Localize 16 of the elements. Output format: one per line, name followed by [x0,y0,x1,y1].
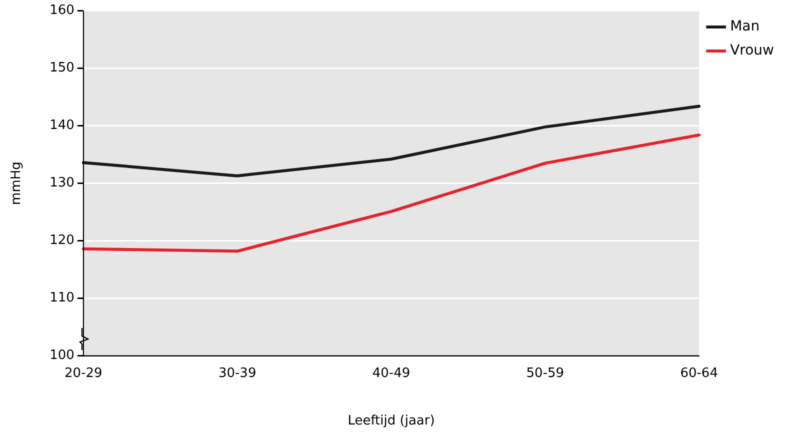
y-tick-label: 150 [50,60,74,76]
x-tick-label: 30-39 [218,366,256,381]
x-axis-title: Leeftijd (jaar) [348,414,435,429]
y-tick-label: 110 [50,290,74,306]
y-tick-label: 100 [50,348,74,364]
y-tick-label: 140 [50,118,74,134]
x-tick-label: 50-59 [526,366,564,381]
legend-label: Vrouw [730,42,774,59]
y-axis-title: mmHg [9,162,24,205]
x-tick-label: 40-49 [372,366,410,381]
x-tick-label: 20-29 [64,366,102,381]
y-tick-label: 160 [50,3,74,18]
legend-label: Man [730,18,760,35]
x-tick-label: 60-64 [680,366,718,381]
y-tick-label: 120 [50,233,74,248]
y-tick-label: 130 [50,176,74,191]
